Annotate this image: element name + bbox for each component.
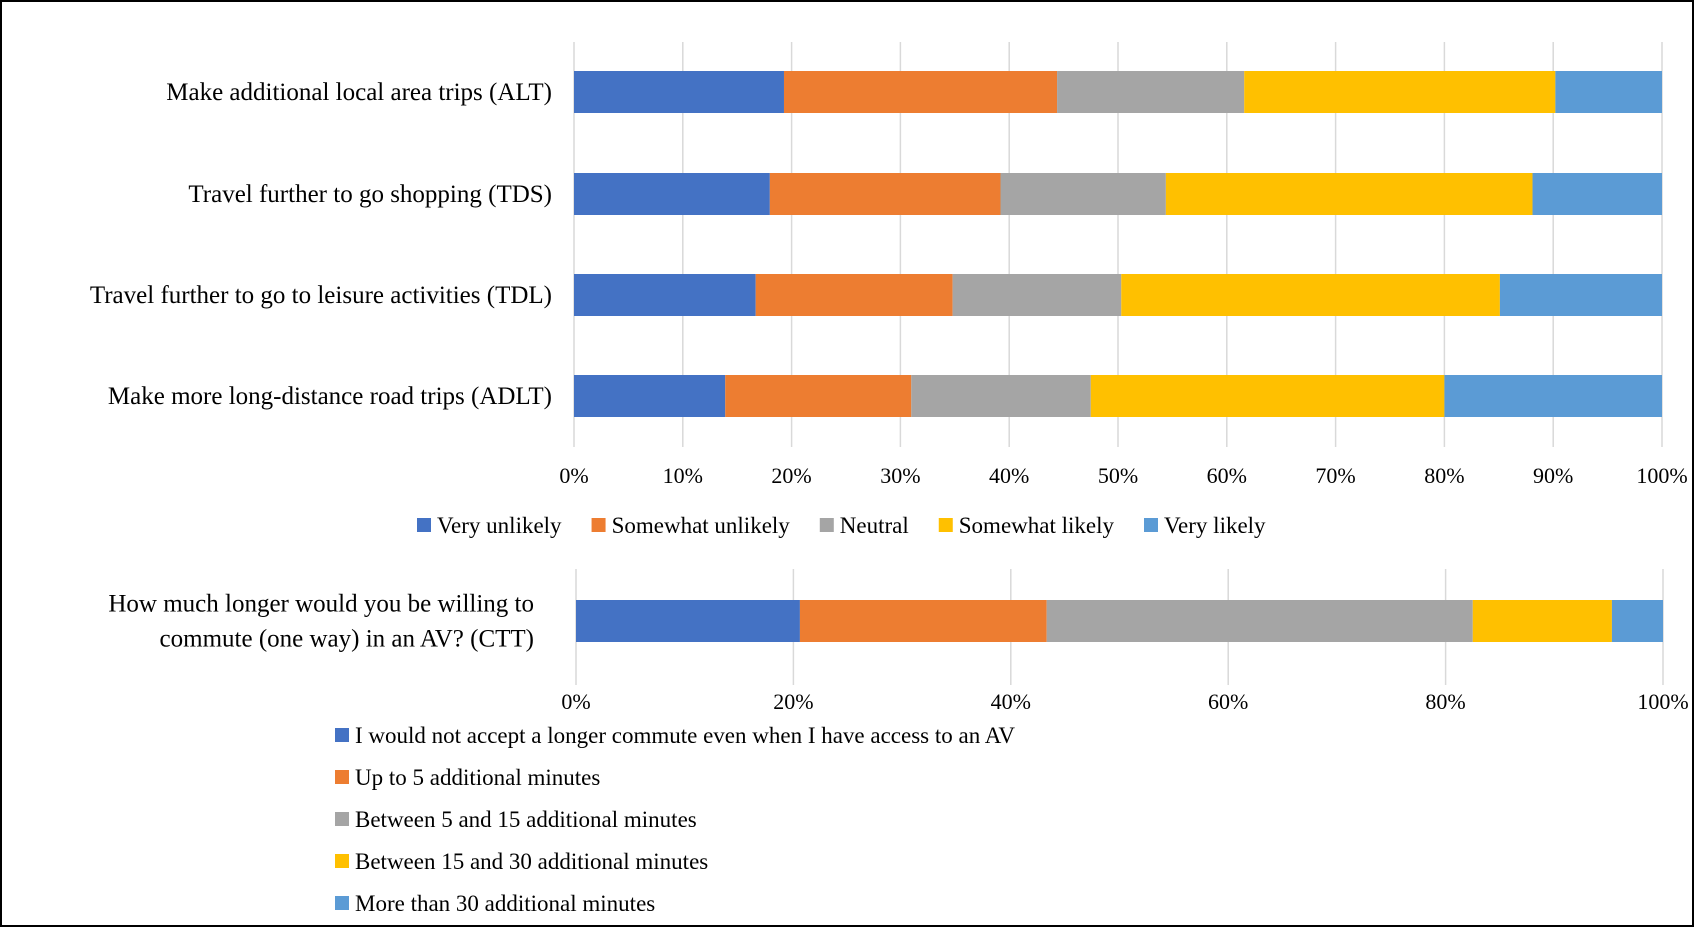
bar-0-1-3	[1165, 173, 1533, 215]
bar-0-1-0	[574, 173, 770, 215]
legend-label-0-3: Somewhat likely	[959, 513, 1115, 538]
legend-swatch-0-1	[591, 518, 606, 532]
bar-1-0-0	[576, 600, 800, 642]
bar-0-2-0	[574, 274, 756, 316]
tick-label-0-2: 20%	[771, 463, 811, 488]
bar-0-3-4	[1444, 375, 1662, 417]
bar-0-3-1	[725, 375, 912, 417]
tick-label-1-3: 60%	[1208, 689, 1248, 714]
legend-swatch-1-1	[335, 770, 349, 784]
bar-1-0-3	[1472, 600, 1612, 642]
tick-label-0-9: 90%	[1533, 463, 1573, 488]
legend-swatch-1-3	[335, 854, 349, 868]
bar-0-1-2	[1000, 173, 1166, 215]
category-label-0-0: Make additional local area trips (ALT)	[166, 79, 552, 106]
bar-0-0-2	[1057, 71, 1245, 113]
category-label-0-1: Travel further to go shopping (TDS)	[188, 181, 552, 208]
legend-swatch-0-4	[1144, 518, 1158, 532]
legend-swatch-1-2	[335, 812, 349, 826]
legend-label-1-2: Between 5 and 15 additional minutes	[355, 807, 697, 832]
tick-label-0-7: 70%	[1315, 463, 1355, 488]
bar-0-2-1	[755, 274, 953, 316]
bar-0-2-4	[1499, 274, 1662, 316]
bar-0-1-4	[1532, 173, 1662, 215]
legend-label-1-1: Up to 5 additional minutes	[355, 765, 600, 790]
bar-0-0-3	[1244, 71, 1556, 113]
category-label-1-0-line-1: commute (one way) in an AV? (CTT)	[160, 626, 534, 653]
tick-label-0-8: 80%	[1424, 463, 1464, 488]
bar-1-0-2	[1046, 600, 1473, 642]
tick-label-0-4: 40%	[989, 463, 1029, 488]
legend-label-0-0: Very unlikely	[437, 513, 562, 538]
legend-label-1-0: I would not accept a longer commute even…	[355, 723, 1015, 748]
bar-0-0-1	[783, 71, 1058, 113]
bar-1-0-4	[1611, 600, 1663, 642]
tick-label-1-5: 100%	[1637, 689, 1688, 714]
tick-label-0-10: 100%	[1636, 463, 1687, 488]
category-label-0-2: Travel further to go to leisure activiti…	[90, 282, 552, 309]
legend-label-0-1: Somewhat unlikely	[612, 513, 791, 538]
tick-label-1-4: 80%	[1425, 689, 1465, 714]
tick-label-0-5: 50%	[1098, 463, 1138, 488]
bar-0-3-0	[574, 375, 726, 417]
legend-label-1-4: More than 30 additional minutes	[355, 891, 655, 916]
legend-swatch-0-3	[938, 518, 953, 532]
bar-0-2-2	[952, 274, 1122, 316]
tick-label-0-6: 60%	[1207, 463, 1247, 488]
bar-0-3-3	[1090, 375, 1445, 417]
legend-swatch-0-2	[819, 518, 834, 532]
category-label-0-3: Make more long-distance road trips (ADLT…	[108, 383, 552, 410]
bar-0-3-2	[911, 375, 1091, 417]
legend-swatch-1-4	[335, 896, 349, 910]
legend-swatch-0-0	[417, 518, 431, 532]
bar-1-0-1	[799, 600, 1047, 642]
bar-0-1-1	[769, 173, 1001, 215]
bar-0-0-4	[1555, 71, 1662, 113]
tick-label-0-0: 0%	[559, 463, 588, 488]
legend-label-0-4: Very likely	[1164, 513, 1266, 538]
category-label-1-0-line-0: How much longer would you be willing to	[108, 591, 534, 618]
legend-swatch-1-0	[335, 728, 349, 742]
bar-0-2-3	[1121, 274, 1500, 316]
tick-label-0-3: 30%	[880, 463, 920, 488]
bar-0-0-0	[574, 71, 784, 113]
tick-label-1-2: 40%	[991, 689, 1031, 714]
legend-label-1-3: Between 15 and 30 additional minutes	[355, 849, 708, 874]
tick-label-1-1: 20%	[773, 689, 813, 714]
tick-label-1-0: 0%	[561, 689, 590, 714]
legend-label-0-2: Neutral	[840, 513, 909, 538]
tick-label-0-1: 10%	[663, 463, 703, 488]
